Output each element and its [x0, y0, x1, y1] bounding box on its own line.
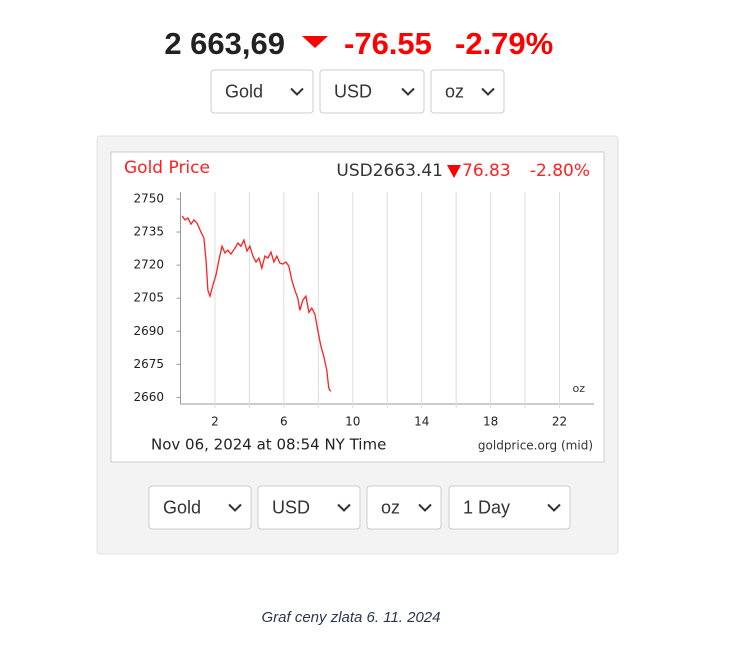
down-arrow: [302, 36, 328, 48]
dropdown[interactable]: Gold: [148, 485, 252, 530]
x-tick-label: 6: [280, 415, 288, 429]
y-tick-label: 2750: [133, 192, 164, 206]
dropdown-chevron: [337, 503, 351, 512]
dropdown[interactable]: USD: [319, 69, 425, 114]
dropdown-label: Gold: [225, 81, 263, 101]
dropdown-box: [257, 485, 361, 530]
y-tick-label: 2690: [133, 324, 164, 338]
y-tick-label: 2735: [133, 225, 164, 239]
dropdown-box: [448, 485, 571, 530]
change-pct: -2.79%: [455, 26, 553, 61]
y-tick-label: 2675: [133, 357, 164, 371]
price-line: [181, 215, 332, 392]
source: goldprice.org (mid): [478, 439, 593, 453]
dropdown-box: [319, 69, 425, 114]
quote-change-pct: -2.80%: [530, 161, 590, 181]
dropdown-box: [430, 69, 505, 114]
dropdown-chevron: [418, 503, 432, 512]
dropdown-label: Gold: [163, 497, 201, 517]
x-tick-label: 22: [552, 415, 567, 429]
dropdown-chevron: [547, 503, 561, 512]
dropdown-label: oz: [381, 497, 400, 517]
dropdown-box: [148, 485, 252, 530]
dropdown[interactable]: USD: [257, 485, 361, 530]
timestamp: Nov 06, 2024 at 08:54 NY Time: [151, 436, 386, 454]
quote: USD2663.41: [336, 161, 443, 181]
dropdown[interactable]: oz: [430, 69, 505, 114]
dropdown[interactable]: 1 Day: [448, 485, 571, 530]
unit-label: oz: [572, 382, 585, 395]
dropdown-chevron: [481, 87, 495, 96]
price: 2 663,69: [164, 26, 285, 61]
chart-title: Gold Price: [124, 158, 210, 178]
dropdown-label: USD: [334, 81, 372, 101]
dropdown-label: USD: [272, 497, 310, 517]
dropdown-label: 1 Day: [463, 497, 510, 517]
change: -76.55: [344, 26, 432, 61]
dropdown-chevron: [401, 87, 415, 96]
chart-box: [110, 151, 605, 463]
x-tick-label: 2: [211, 415, 219, 429]
dropdown-label: oz: [445, 81, 464, 101]
quote-change: 76.83: [462, 161, 511, 181]
dropdown[interactable]: oz: [366, 485, 442, 530]
dropdown-chevron: [228, 503, 242, 512]
caption: Graf ceny zlata 6. 11. 2024: [262, 609, 441, 626]
x-tick-label: 14: [414, 415, 429, 429]
quote-arrow: [447, 165, 461, 178]
y-tick-label: 2660: [133, 390, 164, 404]
x-tick-label: 10: [345, 415, 360, 429]
x-tick-label: 18: [483, 415, 498, 429]
dropdown[interactable]: Gold: [210, 69, 314, 114]
y-tick-label: 2705: [133, 291, 164, 305]
dropdown-box: [210, 69, 314, 114]
dropdown-box: [366, 485, 442, 530]
y-tick-label: 2720: [133, 258, 164, 272]
dropdown-chevron: [290, 87, 304, 96]
